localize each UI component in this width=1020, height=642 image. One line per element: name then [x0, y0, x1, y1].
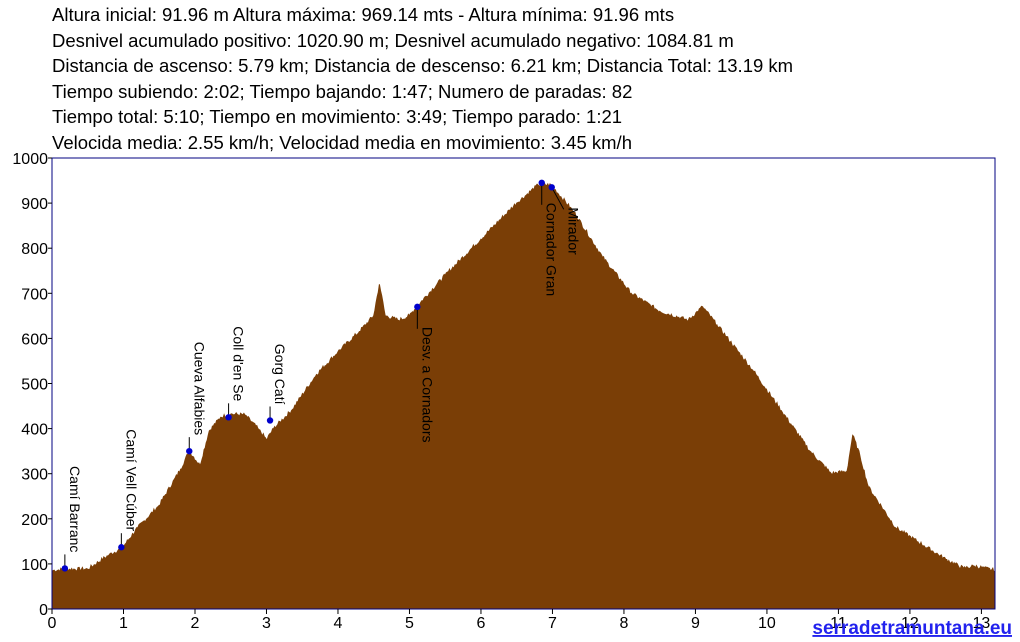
waypoint-marker — [61, 565, 69, 572]
x-axis-ticks: 0 1 2 3 4 5 6 7 8 9 10 11 12 13 — [48, 609, 991, 632]
stats-line-speeds: Velocida media: 2.55 km/h; Velocidad med… — [52, 131, 632, 153]
stats-line-total-times: Tiempo total: 5:10; Tiempo en movimiento… — [52, 106, 623, 127]
waypoint: Desv. a Cornadors — [414, 303, 435, 443]
waypoint-marker — [538, 179, 545, 187]
x-tick-label: 12 — [901, 615, 919, 632]
x-tick-label: 4 — [334, 615, 343, 632]
waypoints-layer: Camí Barranc Camí Vell Cúber Cueva Alfabie… — [61, 179, 582, 572]
waypoint-marker — [548, 184, 555, 191]
waypoint-label: Desv. a Cornadors — [419, 327, 435, 443]
stats-line-elevation-gain: Desnivel acumulado positivo: 1020.90 m; … — [52, 29, 734, 51]
profile-area-layer — [51, 182, 996, 610]
waypoint-label: Camí Vell Cúber — [123, 429, 139, 531]
y-tick-label: 1000 — [12, 151, 48, 168]
x-tick-label: 7 — [548, 615, 557, 632]
y-tick-label: 800 — [21, 241, 48, 258]
waypoint-marker — [414, 303, 421, 311]
waypoint: Camí Vell Cúber — [118, 429, 139, 551]
waypoint: Coll d'en Se — [225, 326, 247, 421]
waypoint: Gorg Catí — [266, 344, 288, 424]
waypoint-marker — [225, 414, 232, 421]
x-tick-label: 10 — [758, 615, 776, 632]
waypoint-label: Gorg Catí — [272, 344, 288, 405]
y-tick-label: 300 — [21, 467, 48, 484]
waypoint-marker — [266, 417, 274, 424]
stats-line-distances: Distancia de ascenso: 5.79 km; Distancia… — [52, 55, 794, 76]
y-tick-label: 600 — [21, 331, 48, 348]
y-tick-label: 900 — [21, 196, 48, 213]
x-tick-label: 11 — [830, 615, 847, 632]
x-tick-label: 9 — [691, 615, 700, 632]
x-tick-label: 13 — [973, 615, 991, 632]
waypoint: Cueva Alfabies — [186, 342, 207, 455]
waypoint-label: Cueva Alfabies — [191, 342, 207, 435]
waypoint: Cornador Gran — [538, 179, 560, 296]
waypoint-label: Camí Barranc — [67, 466, 83, 552]
waypoint: Mirador — [548, 184, 582, 255]
x-tick-label: 2 — [191, 615, 200, 632]
x-tick-label: 8 — [619, 615, 628, 632]
waypoint: Camí Barranc — [61, 466, 83, 572]
x-tick-label: 0 — [48, 615, 57, 632]
y-tick-label: 0 — [39, 602, 48, 619]
waypoint-label: Mirador — [566, 207, 582, 255]
elevation-area — [51, 182, 996, 610]
route-stats: Altura inicial: 91.96 m Altura máxima: 9… — [52, 2, 793, 155]
waypoint-leader-line — [551, 187, 565, 210]
x-tick-label: 6 — [477, 615, 486, 632]
waypoint-label: Coll d'en Se — [231, 326, 247, 401]
y-axis-ticks: 0 100 200 300 400 500 600 700 800 900 1000 — [12, 151, 52, 619]
waypoint-marker — [186, 447, 193, 455]
waypoint-marker — [118, 544, 125, 551]
x-tick-label: 1 — [119, 615, 128, 632]
waypoint-label: Cornador Gran — [544, 203, 560, 296]
brand-link[interactable]: serradetramuntana.eu — [812, 618, 1012, 639]
y-tick-label: 200 — [21, 512, 48, 529]
y-tick-label: 700 — [21, 286, 48, 303]
stats-line-climb-times: Tiempo subiendo: 2:02; Tiempo bajando: 1… — [52, 80, 633, 102]
y-tick-label: 500 — [21, 377, 48, 394]
x-tick-label: 3 — [262, 615, 271, 632]
y-tick-label: 400 — [21, 422, 48, 439]
x-tick-label: 5 — [405, 615, 414, 632]
stats-line-altitudes: Altura inicial: 91.96 m Altura máxima: 9… — [52, 4, 675, 25]
y-tick-label: 100 — [21, 557, 48, 574]
